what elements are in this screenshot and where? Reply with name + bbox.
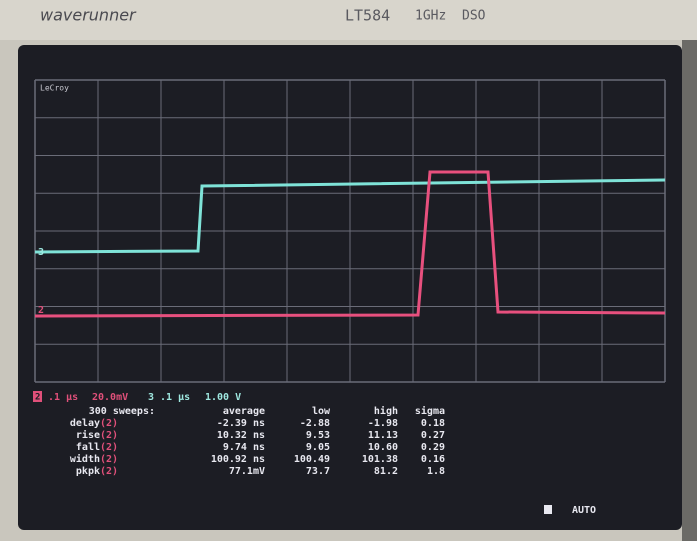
table-header: low bbox=[312, 406, 331, 417]
table-cell: 11.13 bbox=[368, 430, 398, 441]
row-channel: (2) bbox=[100, 454, 118, 465]
table-header: 300 sweeps: bbox=[89, 406, 155, 417]
row-channel: (2) bbox=[100, 418, 118, 429]
graticule bbox=[34, 79, 666, 383]
bandwidth: 1GHz bbox=[415, 9, 446, 24]
row-name: width bbox=[70, 453, 100, 465]
table-cell: -1.98 bbox=[368, 418, 398, 429]
top-panel bbox=[0, 0, 697, 40]
model: LT584 bbox=[345, 7, 390, 25]
channel-id: 2 bbox=[35, 393, 40, 403]
timebase: .1 µs bbox=[48, 392, 78, 403]
table-cell: 77.1mV bbox=[229, 466, 265, 477]
table-cell: 100.49 bbox=[294, 454, 330, 465]
timebase: .1 µs bbox=[160, 392, 190, 403]
trace-marker: 2 bbox=[38, 305, 44, 316]
table-cell: 10.60 bbox=[368, 442, 398, 453]
table-header: sigma bbox=[415, 405, 445, 417]
row-channel: (2) bbox=[100, 442, 118, 453]
logo: LeCroy bbox=[40, 84, 69, 93]
row-channel: (2) bbox=[100, 466, 118, 477]
status-box bbox=[544, 505, 552, 514]
table-cell: 9.74 ns bbox=[223, 442, 265, 453]
channel-box bbox=[33, 391, 42, 402]
right-edge bbox=[682, 40, 697, 541]
table-cell: 0.16 bbox=[421, 454, 445, 465]
scale: 20.0mV bbox=[92, 392, 128, 403]
brand: waverunner bbox=[40, 6, 137, 25]
table-cell: -2.88 bbox=[300, 418, 330, 429]
row-name: delay bbox=[70, 418, 100, 429]
row-channel: (2) bbox=[100, 430, 118, 441]
status: AUTO bbox=[572, 505, 596, 516]
row-name: fall bbox=[76, 442, 100, 453]
table-cell: 9.05 bbox=[306, 442, 330, 453]
table-cell: 1.8 bbox=[427, 466, 445, 477]
channel-id: 3 bbox=[148, 392, 154, 403]
table-cell: 100.92 ns bbox=[211, 454, 265, 465]
table-cell: 73.7 bbox=[306, 466, 330, 477]
table-cell: -2.39 ns bbox=[217, 418, 265, 429]
table-cell: 0.18 bbox=[421, 418, 445, 429]
row-name: rise bbox=[76, 429, 100, 441]
scale: 1.00 V bbox=[205, 392, 241, 403]
table-cell: 0.29 bbox=[421, 442, 445, 453]
table-cell: 9.53 bbox=[306, 430, 330, 441]
table-cell: 0.27 bbox=[421, 430, 445, 441]
trace-marker: 3 bbox=[38, 247, 44, 258]
table-cell: 101.38 bbox=[362, 454, 398, 465]
row-name: pkpk bbox=[76, 466, 100, 477]
table-header: average bbox=[223, 406, 265, 417]
table-header: high bbox=[374, 405, 398, 417]
kind: DSO bbox=[462, 9, 486, 24]
trace-3 bbox=[34, 178, 666, 254]
table-cell: 10.32 ns bbox=[217, 430, 265, 441]
table-cell: 81.2 bbox=[374, 466, 398, 477]
trace-2 bbox=[34, 170, 666, 318]
